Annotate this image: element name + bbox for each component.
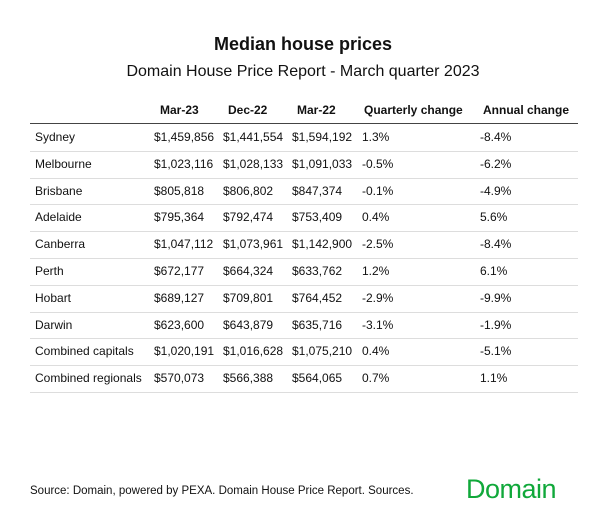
cell: $566,388	[223, 371, 274, 386]
cell: 0.7%	[362, 371, 390, 386]
row-label: Hobart	[35, 290, 72, 305]
cell: $847,374	[292, 183, 343, 198]
row-rule	[30, 204, 578, 206]
cell: $635,716	[292, 317, 343, 332]
row-label: Perth	[35, 264, 64, 278]
column-header: Dec-22	[228, 103, 268, 117]
row-label: Melbourne	[35, 156, 92, 171]
row-rule	[30, 338, 578, 340]
cell: $1,073,961	[223, 237, 284, 252]
cell: -8.4%	[480, 237, 512, 252]
cell: $1,075,210	[292, 344, 353, 359]
cell: -2.9%	[362, 290, 394, 305]
cell: 1.1%	[480, 371, 508, 386]
row-label: Canberra	[35, 237, 86, 252]
cell: $792,474	[223, 210, 274, 225]
row-rule	[30, 284, 578, 286]
row-rule	[30, 311, 578, 313]
cell: -0.5%	[362, 156, 394, 171]
cell: $1,047,112	[154, 237, 214, 252]
cell: $1,441,554	[223, 130, 284, 144]
cell: -3.1%	[362, 317, 394, 332]
row-label: Adelaide	[35, 210, 82, 225]
cell: $570,073	[154, 371, 205, 386]
cell: -6.2%	[480, 156, 512, 171]
cell: $1,091,033	[292, 156, 353, 171]
cell: $709,801	[223, 290, 274, 305]
cell: $1,020,191	[154, 344, 215, 359]
cell: 1.3%	[362, 130, 390, 144]
cell: $633,762	[292, 264, 343, 278]
row-label: Combined regionals	[35, 371, 142, 386]
row-label: Brisbane	[35, 183, 83, 198]
subtitle: Domain House Price Report - March quarte…	[126, 63, 480, 80]
row-label: Combined capitals	[35, 344, 134, 359]
column-header: Mar-22	[297, 103, 336, 117]
cell: -9.9%	[480, 290, 512, 305]
cell: $664,324	[223, 264, 274, 278]
cell: $1,023,116	[154, 156, 214, 171]
cell: $1,142,900	[292, 237, 353, 252]
cell: $806,802	[223, 183, 274, 198]
cell: $623,600	[154, 317, 205, 332]
row-rule	[30, 392, 578, 393]
column-header: Quarterly change	[364, 103, 463, 117]
row-rule	[30, 231, 578, 233]
cell: -1.9%	[480, 317, 512, 332]
row-rule	[30, 177, 578, 179]
title: Median house prices	[213, 34, 393, 54]
row-label: Darwin	[35, 317, 73, 332]
row-rule	[30, 150, 578, 152]
cell: -4.9%	[480, 183, 512, 198]
cell: 6.1%	[480, 264, 508, 278]
cell: -2.5%	[362, 237, 394, 252]
cell: $1,028,133	[223, 156, 284, 171]
cell: -8.4%	[480, 130, 512, 144]
column-header: Annual change	[483, 103, 570, 117]
cell: 0.4%	[362, 210, 390, 225]
row-rule	[30, 365, 578, 367]
source-note: Source: Domain, powered by PEXA. Domain …	[30, 485, 414, 497]
cell: $795,364	[154, 210, 205, 225]
cell: $1,459,856	[154, 130, 215, 144]
cell: $564,065	[292, 371, 343, 386]
cell: $1,594,192	[292, 130, 353, 144]
cell: $672,177	[154, 264, 205, 278]
cell: 1.2%	[362, 264, 390, 278]
logo: Domain	[466, 474, 557, 504]
cell: $753,409	[292, 210, 343, 225]
cell: 5.6%	[480, 210, 508, 225]
cell: $689,127	[154, 290, 205, 305]
cell: $764,452	[292, 290, 343, 305]
cell: -5.1%	[480, 344, 512, 359]
cell: $805,818	[154, 183, 205, 198]
cell: $1,016,628	[223, 344, 284, 359]
cell: -0.1%	[362, 183, 394, 198]
cell: $643,879	[223, 317, 274, 332]
row-rule	[30, 258, 578, 259]
row-label: Sydney	[35, 130, 76, 144]
column-header: Mar-23	[160, 103, 199, 117]
cell: 0.4%	[362, 344, 390, 359]
header-rule	[30, 123, 578, 124]
